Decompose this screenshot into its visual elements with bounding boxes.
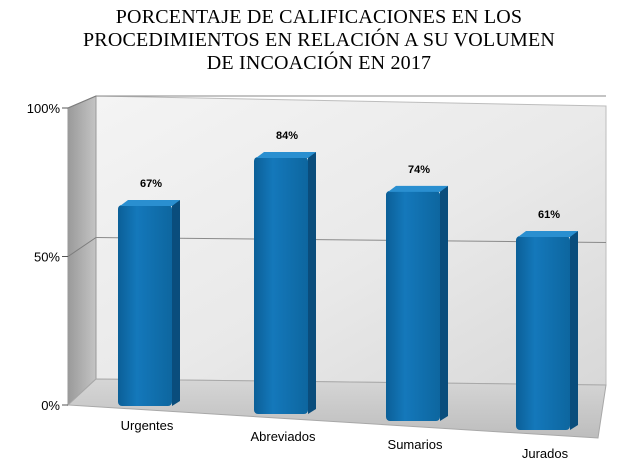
side-wall — [67, 95, 97, 407]
bar-front — [516, 236, 570, 430]
bar-abreviados — [254, 151, 316, 414]
chart-title-line-2: PROCEDIMIENTOS EN RELACIÓN A SU VOLUMEN — [82, 29, 556, 51]
category-label: Jurados — [522, 446, 569, 461]
y-axis: 0% 50% 100% — [27, 101, 68, 413]
bar-side — [172, 200, 180, 406]
bar-side — [570, 231, 578, 430]
value-label: 61% — [538, 209, 560, 221]
bar-urgentes — [118, 200, 180, 406]
category-label: Urgentes — [121, 418, 174, 433]
value-label: 74% — [408, 164, 430, 176]
value-label: 67% — [140, 178, 162, 190]
bar-front — [118, 205, 172, 406]
bar-top — [256, 151, 316, 158]
bar-side — [308, 151, 316, 414]
bar-top — [518, 231, 578, 238]
category-labels: Urgentes Abreviados Sumarios Jurados — [121, 418, 569, 461]
chart-title: PORCENTAJE DE CALIFICACIONES EN LOS PROC… — [0, 6, 638, 75]
y-tick-label: 100% — [27, 101, 61, 116]
bar-jurados — [516, 231, 578, 430]
bar-front — [254, 156, 308, 414]
y-tick-label: 50% — [34, 250, 60, 265]
gridline-side — [67, 95, 97, 109]
bar-top — [120, 200, 180, 206]
chart-title-line-1: PORCENTAJE DE CALIFICACIONES EN LOS — [115, 6, 523, 28]
category-label: Abreviados — [250, 429, 316, 444]
bar-top — [388, 185, 448, 192]
floor — [66, 378, 607, 439]
y-tick-label: 0% — [41, 398, 60, 413]
category-label: Sumarios — [388, 437, 443, 452]
gridline-side — [67, 237, 97, 257]
bars — [118, 151, 578, 430]
bar-sumarios — [386, 185, 448, 421]
bar-side — [440, 185, 448, 421]
chart-title-line-3: DE INCOACIÓN EN 2017 — [206, 52, 432, 74]
value-labels: 67% 84% 74% 61% — [140, 130, 560, 221]
bar-front — [386, 190, 440, 421]
value-label: 84% — [276, 130, 298, 142]
